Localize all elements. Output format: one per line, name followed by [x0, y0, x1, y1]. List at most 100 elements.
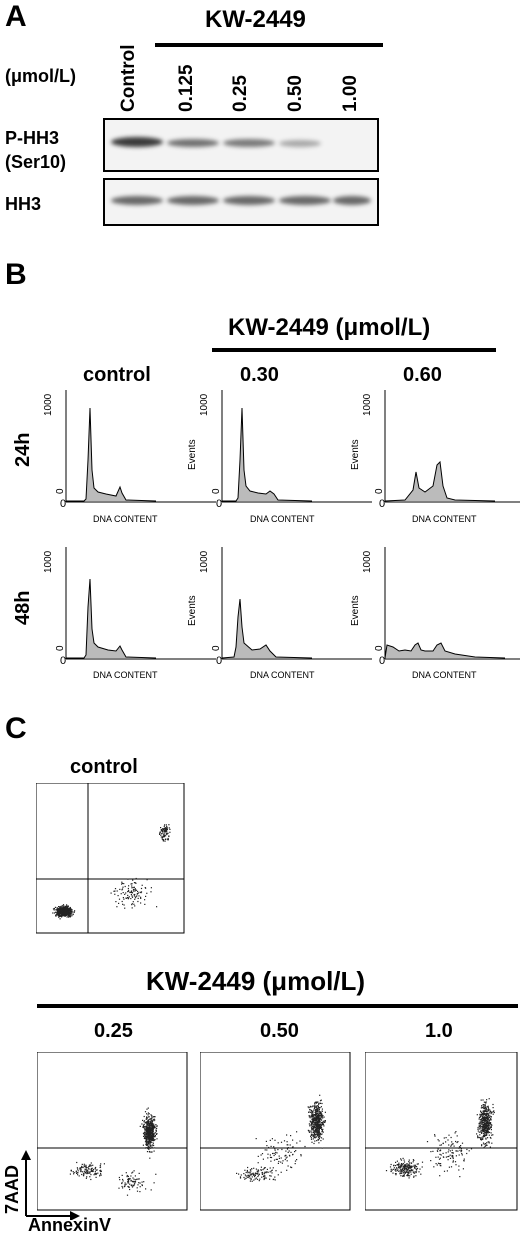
- scatter-dot: [413, 1164, 415, 1166]
- scatter-dot: [136, 1190, 139, 1192]
- scatter-dot: [317, 1105, 319, 1107]
- scatter-dot: [399, 1165, 402, 1167]
- scatter-dot: [415, 1170, 418, 1172]
- scatter-dot: [436, 1150, 438, 1152]
- scatter-dot: [316, 1140, 318, 1142]
- scatter-dot: [485, 1126, 487, 1128]
- scatter-dot: [149, 1136, 151, 1138]
- scatter-dot: [151, 1139, 153, 1141]
- scatter-dot: [487, 1126, 490, 1128]
- scatter-dot: [139, 1125, 141, 1127]
- scatter-dot: [124, 1182, 126, 1184]
- scatter-dot: [434, 1134, 436, 1136]
- scatter-dot: [287, 1151, 289, 1153]
- scatter-dot: [485, 1110, 487, 1112]
- scatter-dot: [99, 1174, 101, 1176]
- scatter-dot: [413, 1167, 416, 1169]
- scatter-dot: [487, 1112, 489, 1114]
- scatter-dot: [126, 1174, 128, 1177]
- scatter-dot: [479, 1124, 481, 1126]
- scatter-dot: [145, 1127, 147, 1129]
- scatter-dot: [114, 888, 117, 890]
- scatter-dot: [483, 1104, 485, 1106]
- scatter-dot: [82, 1171, 84, 1173]
- scatter-dot: [67, 913, 69, 915]
- scatter-dot: [481, 1118, 483, 1120]
- blot-hh3: [103, 178, 379, 226]
- scatter-dot: [488, 1128, 490, 1130]
- scatter-dot: [484, 1127, 486, 1129]
- scatter-dot: [249, 1172, 251, 1174]
- scatter-dot: [312, 1118, 314, 1120]
- scatter-dot: [455, 1155, 457, 1157]
- scatter-dot: [138, 1172, 140, 1174]
- scatter-dot: [258, 1170, 260, 1172]
- scatter-dot: [141, 1181, 143, 1183]
- scatter-dot: [126, 897, 128, 899]
- scatter-dot: [79, 1168, 81, 1170]
- scatter-dot: [147, 1119, 149, 1121]
- scatter-dot: [238, 1173, 240, 1175]
- scatter-dot: [314, 1122, 316, 1124]
- scatter-dot: [121, 889, 123, 891]
- scatter-dot: [319, 1121, 321, 1123]
- scatter-dot: [53, 909, 55, 911]
- hist-48h-control: [65, 546, 217, 660]
- scatter-dot: [84, 1166, 86, 1168]
- scatter-dot: [269, 1171, 271, 1173]
- scatter-dot: [319, 1120, 321, 1122]
- scatter-dot: [148, 1129, 150, 1131]
- scatter-dot: [150, 1145, 152, 1147]
- scatter-dot: [286, 1156, 288, 1158]
- scatter-dot: [244, 1174, 246, 1176]
- scatter-dot: [415, 1175, 417, 1177]
- scatter-dot: [152, 1142, 154, 1144]
- scatter-dot: [488, 1122, 490, 1124]
- scatter-dot: [316, 1119, 318, 1122]
- scatter-dot: [121, 1182, 123, 1184]
- scatter-dot: [129, 1188, 131, 1191]
- scatter-dot: [62, 909, 64, 911]
- scatter-dot: [487, 1110, 489, 1112]
- scatter-dot: [286, 1141, 288, 1143]
- scatter-dot: [308, 1131, 310, 1133]
- scatter-dot: [389, 1166, 392, 1168]
- scatter-dot: [390, 1163, 392, 1166]
- scatter-dot: [148, 1148, 150, 1150]
- scatter-dot: [481, 1132, 483, 1134]
- scatter-dot: [315, 1114, 317, 1116]
- scatter-dot: [477, 1136, 479, 1138]
- scatter-dot: [140, 887, 143, 890]
- scatter-dot: [311, 1133, 313, 1135]
- scatter-dot: [132, 890, 134, 892]
- scatter-dot: [399, 1166, 402, 1168]
- scatter-dot: [314, 1123, 317, 1125]
- scatter-dot: [308, 1111, 310, 1113]
- scatter-dot: [146, 1151, 149, 1153]
- scatter-dot: [486, 1129, 489, 1131]
- scatter-dot: [247, 1172, 249, 1174]
- scatter-dot: [164, 824, 166, 826]
- scatter-dot: [310, 1109, 312, 1111]
- scatter-dot: [63, 908, 65, 910]
- scatter-dot: [311, 1124, 313, 1127]
- scatter-dot: [270, 1170, 272, 1172]
- scatter-dot: [449, 1154, 451, 1156]
- y-tick-0-r1c2: 0: [211, 488, 222, 494]
- scatter-dot: [454, 1161, 457, 1163]
- scatter-dot: [317, 1127, 319, 1129]
- scatter-dot: [489, 1109, 491, 1111]
- scatter-dot: [103, 1163, 105, 1165]
- scatter-dot: [294, 1151, 296, 1153]
- scatter-dot: [320, 1117, 322, 1119]
- scatter-dot: [155, 1132, 157, 1134]
- scatter-dot: [150, 1133, 152, 1135]
- scatter-dot: [408, 1161, 410, 1163]
- scatter-dot: [145, 1126, 147, 1128]
- scatter-dot: [481, 1144, 483, 1146]
- scatter-dot: [73, 911, 75, 913]
- hist-48h-060-trace: [384, 642, 506, 659]
- scatter-dot: [311, 1121, 313, 1123]
- scatter-dot: [129, 1177, 131, 1180]
- scatter-dot: [478, 1125, 480, 1127]
